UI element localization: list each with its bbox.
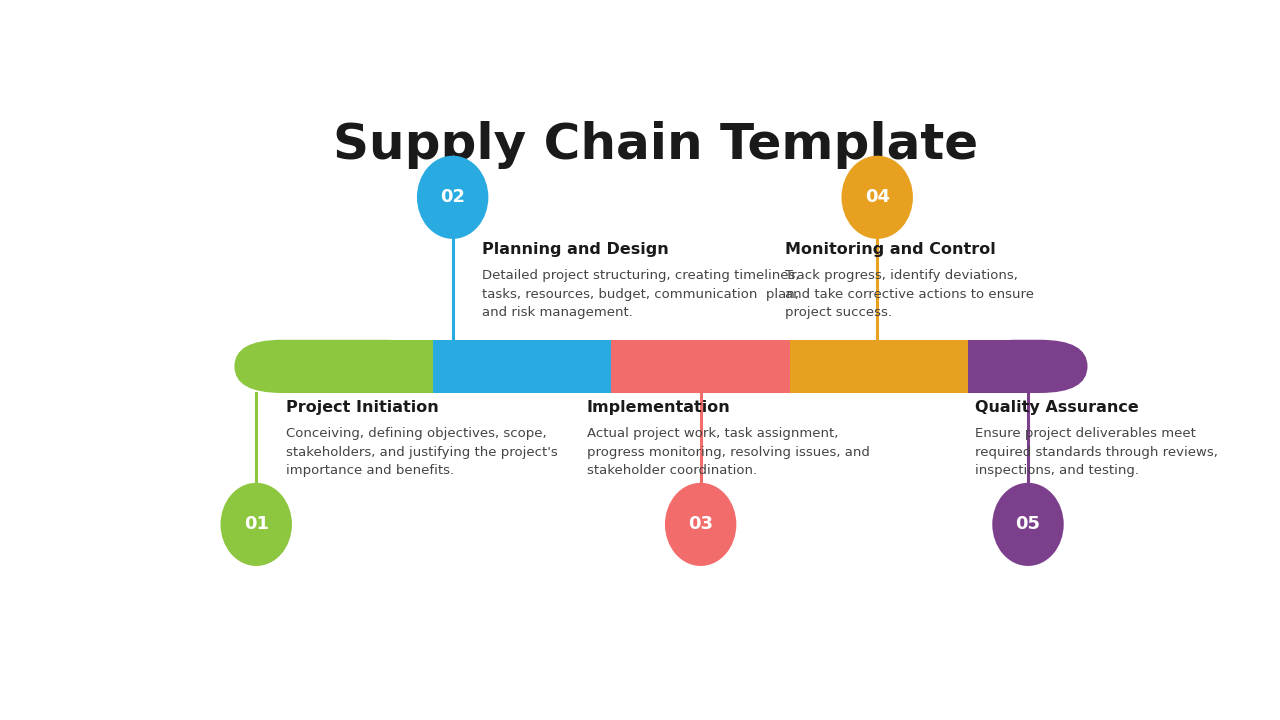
Text: Implementation: Implementation	[586, 400, 731, 415]
Bar	[433, 340, 612, 393]
Text: Track progress, identify deviations,
and take corrective actions to ensure
proje: Track progress, identify deviations, and…	[785, 269, 1034, 320]
Ellipse shape	[664, 483, 736, 566]
Text: Conceiving, defining objectives, scope,
stakeholders, and justifying the project: Conceiving, defining objectives, scope, …	[285, 428, 558, 477]
Text: Monitoring and Control: Monitoring and Control	[785, 242, 996, 256]
Text: Detailed project structuring, creating timelines,
tasks, resources, budget, comm: Detailed project structuring, creating t…	[483, 269, 800, 320]
FancyBboxPatch shape	[234, 340, 433, 393]
Text: Project Initiation: Project Initiation	[285, 400, 439, 415]
Bar	[790, 340, 969, 393]
Text: 03: 03	[689, 516, 713, 534]
Text: Supply Chain Template: Supply Chain Template	[333, 121, 979, 168]
Text: 05: 05	[1015, 516, 1041, 534]
Bar	[969, 340, 1028, 393]
Text: 01: 01	[243, 516, 269, 534]
Bar	[334, 340, 433, 393]
Text: Ensure project deliverables meet
required standards through reviews,
inspections: Ensure project deliverables meet require…	[975, 428, 1219, 477]
Ellipse shape	[841, 156, 913, 239]
Ellipse shape	[220, 483, 292, 566]
Ellipse shape	[992, 483, 1064, 566]
Ellipse shape	[417, 156, 489, 239]
Text: 04: 04	[865, 188, 890, 206]
Text: Quality Assurance: Quality Assurance	[975, 400, 1139, 415]
Text: Planning and Design: Planning and Design	[483, 242, 669, 256]
Text: 02: 02	[440, 188, 465, 206]
Bar	[612, 340, 790, 393]
Text: Actual project work, task assignment,
progress monitoring, resolving issues, and: Actual project work, task assignment, pr…	[586, 428, 869, 477]
FancyBboxPatch shape	[969, 340, 1088, 393]
